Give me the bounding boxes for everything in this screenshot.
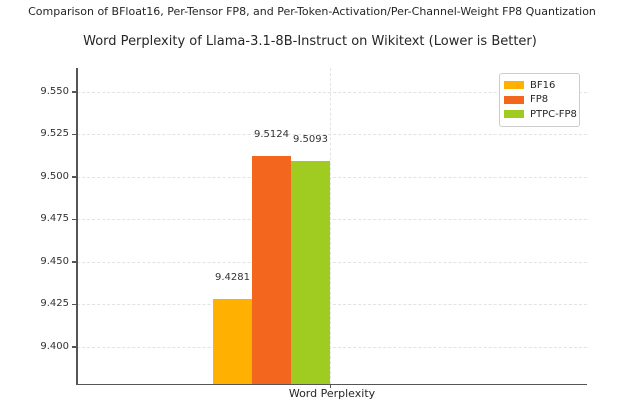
gridline-horizontal	[77, 134, 587, 136]
legend-item-bf16: BF16	[504, 78, 573, 93]
x-axis-spine	[76, 383, 587, 385]
y-axis-spine	[76, 68, 78, 385]
chart-title: Word Perplexity of Llama-3.1-8B-Instruct…	[83, 34, 537, 49]
figure-suptitle: Comparison of BFloat16, Per-Tensor FP8, …	[28, 5, 596, 18]
plot-area: 9.4281 9.5124 9.5093	[77, 68, 587, 384]
legend-swatch-icon	[504, 110, 524, 119]
y-tick-label: 9.550	[40, 85, 69, 97]
bar-value-label: 9.4281	[215, 272, 250, 284]
y-tick-label: 9.425	[40, 298, 69, 310]
y-tick-label: 9.525	[40, 128, 69, 140]
y-tick-mark	[72, 303, 76, 306]
y-tick-mark	[72, 261, 76, 263]
gridline-horizontal	[77, 261, 587, 263]
x-axis-label: Word Perplexity	[288, 387, 376, 400]
y-tick-label: 9.475	[40, 213, 69, 225]
legend-item-fp8: FP8	[504, 93, 573, 108]
y-tick-mark	[72, 91, 76, 93]
y-tick-label: 9.450	[40, 255, 69, 267]
bar-value-label: 9.5093	[293, 134, 328, 146]
legend-item-ptpc-fp8: PTPC-FP8	[504, 107, 577, 122]
y-tick-label: 9.400	[40, 340, 69, 352]
gridline-horizontal	[77, 176, 587, 178]
y-tick-label: 9.500	[40, 170, 69, 182]
y-tick-mark	[72, 133, 76, 136]
gridline-horizontal	[77, 304, 587, 306]
legend-label: FP8	[530, 94, 549, 106]
y-tick-mark	[72, 346, 76, 348]
legend-swatch-icon	[504, 95, 524, 104]
y-tick-mark	[72, 218, 76, 221]
bar-value-label: 9.5124	[254, 128, 289, 140]
bar-bf16	[213, 299, 252, 384]
x-tick-mark	[330, 384, 332, 388]
legend-swatch-icon	[504, 81, 524, 90]
legend-label: PTPC-FP8	[530, 108, 577, 120]
bar-ptpc-fp8	[291, 161, 330, 384]
y-tick-mark	[72, 176, 76, 178]
legend: BF16 FP8 PTPC-FP8	[499, 73, 580, 127]
legend-label: BF16	[530, 79, 556, 91]
gridline-horizontal	[77, 346, 587, 348]
gridline-horizontal	[77, 219, 587, 221]
gridline-vertical	[330, 68, 331, 384]
bar-fp8	[252, 155, 291, 384]
gridline-horizontal	[77, 91, 587, 93]
